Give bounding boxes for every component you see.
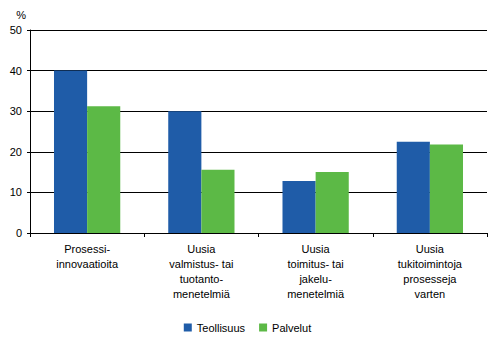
svg-text:valmistus- tai: valmistus- tai	[169, 258, 233, 270]
svg-text:prosesseja: prosesseja	[403, 273, 457, 285]
svg-text:Prosessi-: Prosessi-	[64, 243, 110, 255]
svg-text:Palvelut: Palvelut	[272, 322, 311, 334]
svg-text:tuotanto-: tuotanto-	[180, 273, 224, 285]
svg-text:50: 50	[10, 24, 22, 36]
svg-text:varten: varten	[415, 288, 446, 300]
svg-text:toimitus- tai: toimitus- tai	[288, 258, 344, 270]
svg-text:20: 20	[10, 146, 22, 158]
svg-text:Teollisuus: Teollisuus	[197, 322, 246, 334]
svg-text:Uusia: Uusia	[302, 243, 331, 255]
svg-text:jakelu-: jakelu-	[298, 273, 332, 285]
svg-text:tukitoimintoja: tukitoimintoja	[398, 258, 463, 270]
svg-text:%: %	[16, 9, 26, 21]
svg-text:Uusia: Uusia	[187, 243, 216, 255]
svg-text:0: 0	[16, 227, 22, 239]
svg-text:10: 10	[10, 186, 22, 198]
svg-text:menetelmiä: menetelmiä	[287, 288, 345, 300]
svg-text:innovaatioita: innovaatioita	[56, 258, 119, 270]
svg-text:40: 40	[10, 65, 22, 77]
svg-text:menetelmiä: menetelmiä	[173, 288, 231, 300]
svg-text:30: 30	[10, 105, 22, 117]
svg-text:Uusia: Uusia	[416, 243, 445, 255]
